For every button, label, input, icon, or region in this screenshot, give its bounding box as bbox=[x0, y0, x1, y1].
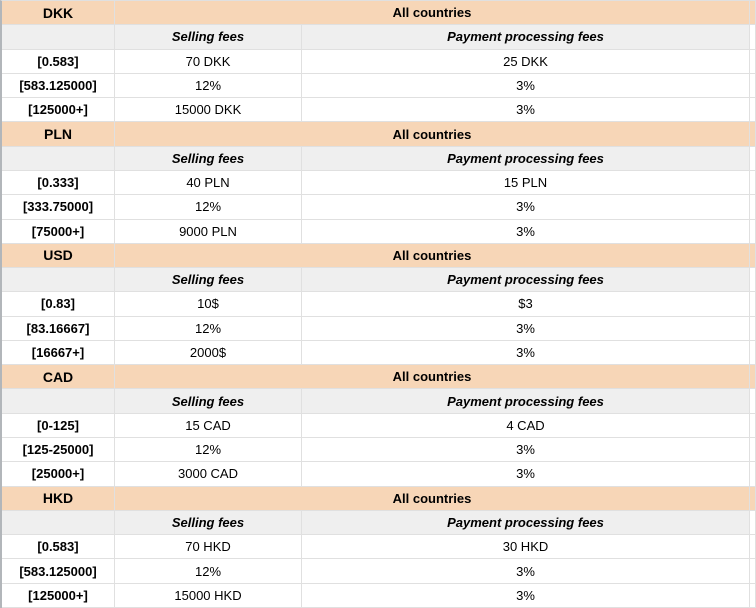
range-cell[interactable]: [0.583] bbox=[2, 535, 115, 560]
partial-column-cell[interactable] bbox=[750, 486, 756, 511]
region-header-cell[interactable]: All countries bbox=[115, 243, 750, 269]
selling-fee-cell[interactable]: 12% bbox=[115, 438, 302, 463]
processing-fees-header-cell[interactable]: Payment processing fees bbox=[302, 389, 750, 414]
range-cell[interactable]: [125-25000] bbox=[2, 438, 115, 463]
processing-fee-cell[interactable]: 3% bbox=[302, 219, 750, 244]
range-cell[interactable]: [0.583] bbox=[2, 49, 115, 74]
selling-fee-cell[interactable]: 40 PLN bbox=[115, 170, 302, 196]
region-header-cell[interactable]: All countries bbox=[115, 1, 750, 26]
range-cell[interactable]: [0-125] bbox=[2, 413, 115, 439]
currency-header-cell[interactable]: PLN bbox=[2, 122, 115, 147]
processing-fees-header-cell[interactable]: Payment processing fees bbox=[302, 268, 750, 293]
processing-fee-cell[interactable]: 25 DKK bbox=[302, 49, 750, 74]
selling-fee-cell[interactable]: 12% bbox=[115, 73, 302, 99]
selling-fees-header-cell[interactable]: Selling fees bbox=[115, 510, 302, 536]
subheader-empty-cell[interactable] bbox=[2, 268, 115, 293]
partial-column-cell[interactable] bbox=[750, 413, 756, 439]
range-cell[interactable]: [125000+] bbox=[2, 583, 115, 608]
partial-column-cell[interactable] bbox=[750, 1, 756, 26]
partial-column-cell[interactable] bbox=[750, 122, 756, 147]
partial-column-cell[interactable] bbox=[750, 268, 756, 293]
processing-fee-cell[interactable]: 3% bbox=[302, 195, 750, 220]
partial-column-cell[interactable] bbox=[750, 98, 756, 123]
processing-fees-header-cell[interactable]: Payment processing fees bbox=[302, 146, 750, 171]
range-cell[interactable]: [583.125000] bbox=[2, 559, 115, 584]
processing-fee-cell[interactable]: $3 bbox=[302, 292, 750, 317]
processing-fee-cell[interactable]: 30 HKD bbox=[302, 535, 750, 560]
processing-fee-cell[interactable]: 4 CAD bbox=[302, 413, 750, 439]
selling-fee-cell[interactable]: 15 CAD bbox=[115, 413, 302, 439]
partial-column-cell[interactable] bbox=[750, 438, 756, 463]
partial-column-cell[interactable] bbox=[750, 25, 756, 50]
partial-column-cell[interactable] bbox=[750, 583, 756, 608]
partial-column-cell[interactable] bbox=[750, 219, 756, 244]
processing-fee-cell[interactable]: 3% bbox=[302, 438, 750, 463]
currency-header-cell[interactable]: CAD bbox=[2, 365, 115, 390]
subheader-empty-cell[interactable] bbox=[2, 146, 115, 171]
processing-fee-cell[interactable]: 3% bbox=[302, 583, 750, 608]
range-cell[interactable]: [125000+] bbox=[2, 98, 115, 123]
partial-column-cell[interactable] bbox=[750, 340, 756, 366]
selling-fee-cell[interactable]: 12% bbox=[115, 195, 302, 220]
region-header-cell[interactable]: All countries bbox=[115, 122, 750, 147]
range-cell[interactable]: [16667+] bbox=[2, 340, 115, 366]
partial-column-cell[interactable] bbox=[750, 462, 756, 487]
selling-fees-header-cell[interactable]: Selling fees bbox=[115, 146, 302, 171]
range-cell[interactable]: [0.333] bbox=[2, 170, 115, 196]
partial-column-cell[interactable] bbox=[750, 49, 756, 74]
selling-fee-cell[interactable]: 10$ bbox=[115, 292, 302, 317]
partial-column-cell[interactable] bbox=[750, 146, 756, 171]
processing-fee-cell[interactable]: 3% bbox=[302, 462, 750, 487]
range-cell[interactable]: [583.125000] bbox=[2, 73, 115, 99]
partial-column-cell[interactable] bbox=[750, 535, 756, 560]
selling-fee-cell[interactable]: 15000 DKK bbox=[115, 98, 302, 123]
processing-fee-cell[interactable]: 3% bbox=[302, 316, 750, 341]
subheader-empty-cell[interactable] bbox=[2, 510, 115, 536]
processing-fees-header-cell[interactable]: Payment processing fees bbox=[302, 25, 750, 50]
partial-column-cell[interactable] bbox=[750, 559, 756, 584]
range-cell[interactable]: [75000+] bbox=[2, 219, 115, 244]
selling-fee-cell[interactable]: 2000$ bbox=[115, 340, 302, 366]
selling-fees-header-cell[interactable]: Selling fees bbox=[115, 268, 302, 293]
currency-header-cell[interactable]: DKK bbox=[2, 1, 115, 26]
processing-fee-cell[interactable]: 3% bbox=[302, 98, 750, 123]
range-cell[interactable]: [333.75000] bbox=[2, 195, 115, 220]
currency-header-cell[interactable]: USD bbox=[2, 243, 115, 269]
selling-fee-cell[interactable]: 70 DKK bbox=[115, 49, 302, 74]
partial-column-cell[interactable] bbox=[750, 73, 756, 99]
selling-fee-cell[interactable]: 12% bbox=[115, 559, 302, 584]
partial-column-cell[interactable] bbox=[750, 195, 756, 220]
partial-column-cell[interactable] bbox=[750, 510, 756, 536]
partial-column-cell[interactable] bbox=[750, 170, 756, 196]
processing-fee-cell[interactable]: 3% bbox=[302, 340, 750, 366]
selling-fee-cell[interactable]: 15000 HKD bbox=[115, 583, 302, 608]
subheader-empty-cell[interactable] bbox=[2, 389, 115, 414]
region-header-cell[interactable]: All countries bbox=[115, 486, 750, 511]
selling-fees-header-cell[interactable]: Selling fees bbox=[115, 25, 302, 50]
processing-fee-cell[interactable]: 3% bbox=[302, 559, 750, 584]
region-header-cell[interactable]: All countries bbox=[115, 365, 750, 390]
processing-fee-cell[interactable]: 15 PLN bbox=[302, 170, 750, 196]
partial-column-cell[interactable] bbox=[750, 389, 756, 414]
partial-column-cell[interactable] bbox=[750, 316, 756, 341]
selling-fee-cell[interactable]: 9000 PLN bbox=[115, 219, 302, 244]
processing-fee-cell[interactable]: 3% bbox=[302, 73, 750, 99]
currency-header-cell[interactable]: HKD bbox=[2, 486, 115, 511]
selling-fee-cell[interactable]: 12% bbox=[115, 316, 302, 341]
partial-column-cell[interactable] bbox=[750, 365, 756, 390]
range-cell[interactable]: [83.16667] bbox=[2, 316, 115, 341]
partial-column-cell[interactable] bbox=[750, 243, 756, 269]
subheader-empty-cell[interactable] bbox=[2, 25, 115, 50]
selling-fees-header-cell[interactable]: Selling fees bbox=[115, 389, 302, 414]
partial-column-cell[interactable] bbox=[750, 292, 756, 317]
selling-fee-cell[interactable]: 70 HKD bbox=[115, 535, 302, 560]
range-cell[interactable]: [0.83] bbox=[2, 292, 115, 317]
selling-fee-cell[interactable]: 3000 CAD bbox=[115, 462, 302, 487]
range-cell[interactable]: [25000+] bbox=[2, 462, 115, 487]
processing-fees-header-cell[interactable]: Payment processing fees bbox=[302, 510, 750, 536]
